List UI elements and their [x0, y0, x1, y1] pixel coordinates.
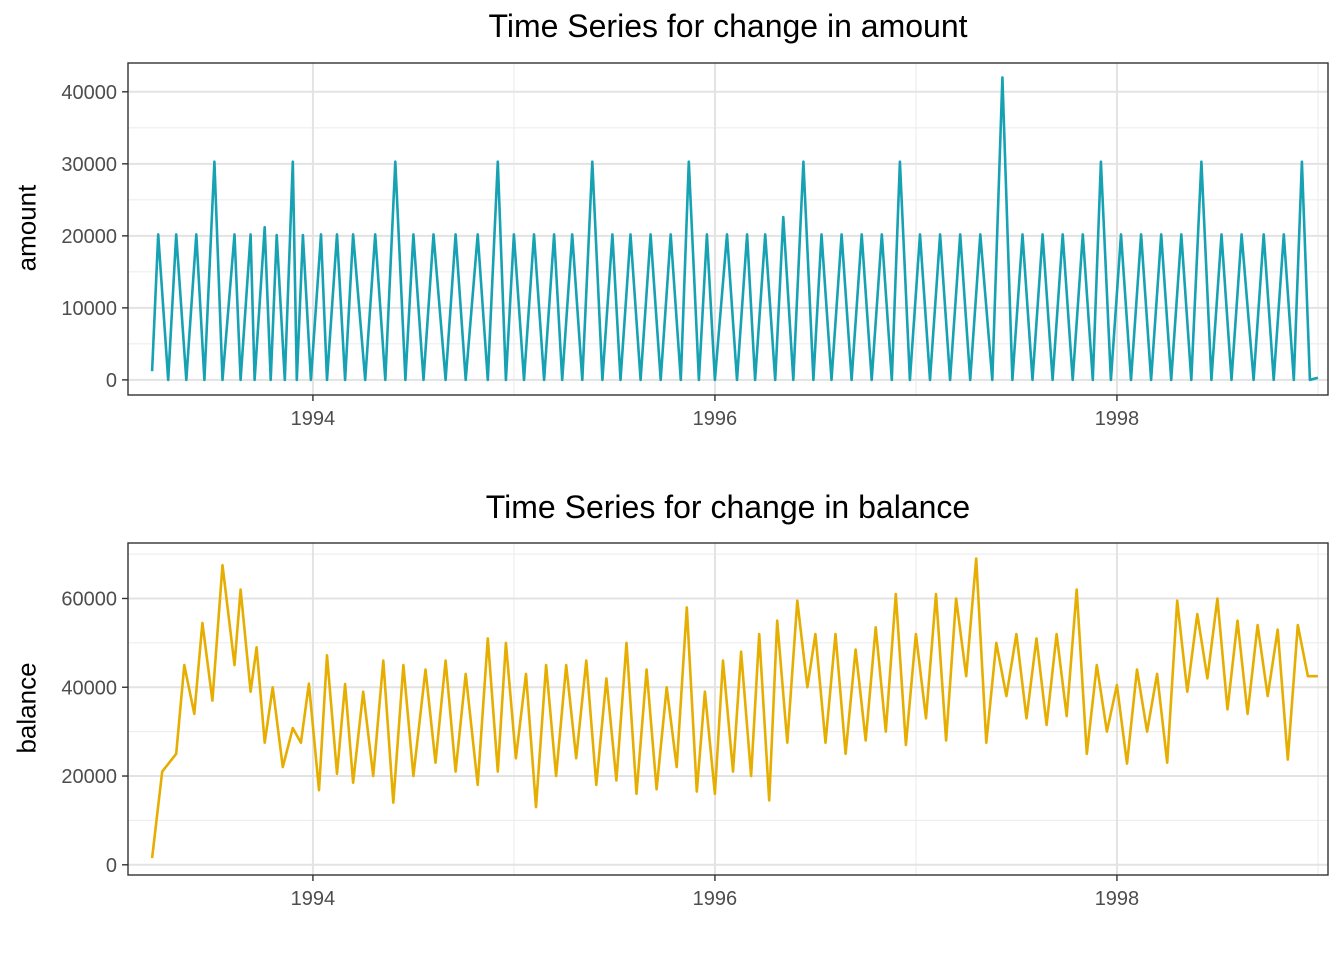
y-tick-label: 0 — [106, 855, 117, 877]
x-tick-label: 1998 — [1095, 408, 1140, 430]
balance-plot: 0 20000 40000 60000 1994 1996 1998 — [61, 542, 1329, 910]
y-tick-label: 20000 — [61, 766, 117, 788]
y-tick-label: 60000 — [61, 588, 117, 610]
x-tick-label: 1996 — [693, 888, 738, 910]
x-tick-label: 1994 — [291, 888, 336, 910]
amount-plot: 0 10000 20000 30000 40000 1994 1996 1998 — [61, 62, 1329, 430]
y-tick-label: 40000 — [61, 82, 117, 104]
chart-title: Time Series for change in amount — [488, 8, 968, 44]
x-tick-label: 1994 — [291, 408, 336, 430]
y-tick-label: 10000 — [61, 298, 117, 320]
panel-border — [127, 542, 1329, 876]
y-tick-label: 30000 — [61, 154, 117, 176]
balance-chart-panel: Time Series for change in balance balanc… — [0, 480, 1344, 960]
y-tick-label: 0 — [106, 370, 117, 392]
x-tick-label: 1996 — [693, 408, 738, 430]
x-tick-label: 1998 — [1095, 888, 1140, 910]
series-line — [150, 76, 1319, 382]
y-tick-label: 20000 — [61, 226, 117, 248]
series-line — [150, 557, 1318, 859]
amount-chart-panel: Time Series for change in amount amount … — [12, 8, 1329, 430]
panel-border — [127, 62, 1329, 396]
chart-title: Time Series for change in balance — [485, 489, 971, 525]
y-tick-label: 40000 — [61, 677, 117, 699]
